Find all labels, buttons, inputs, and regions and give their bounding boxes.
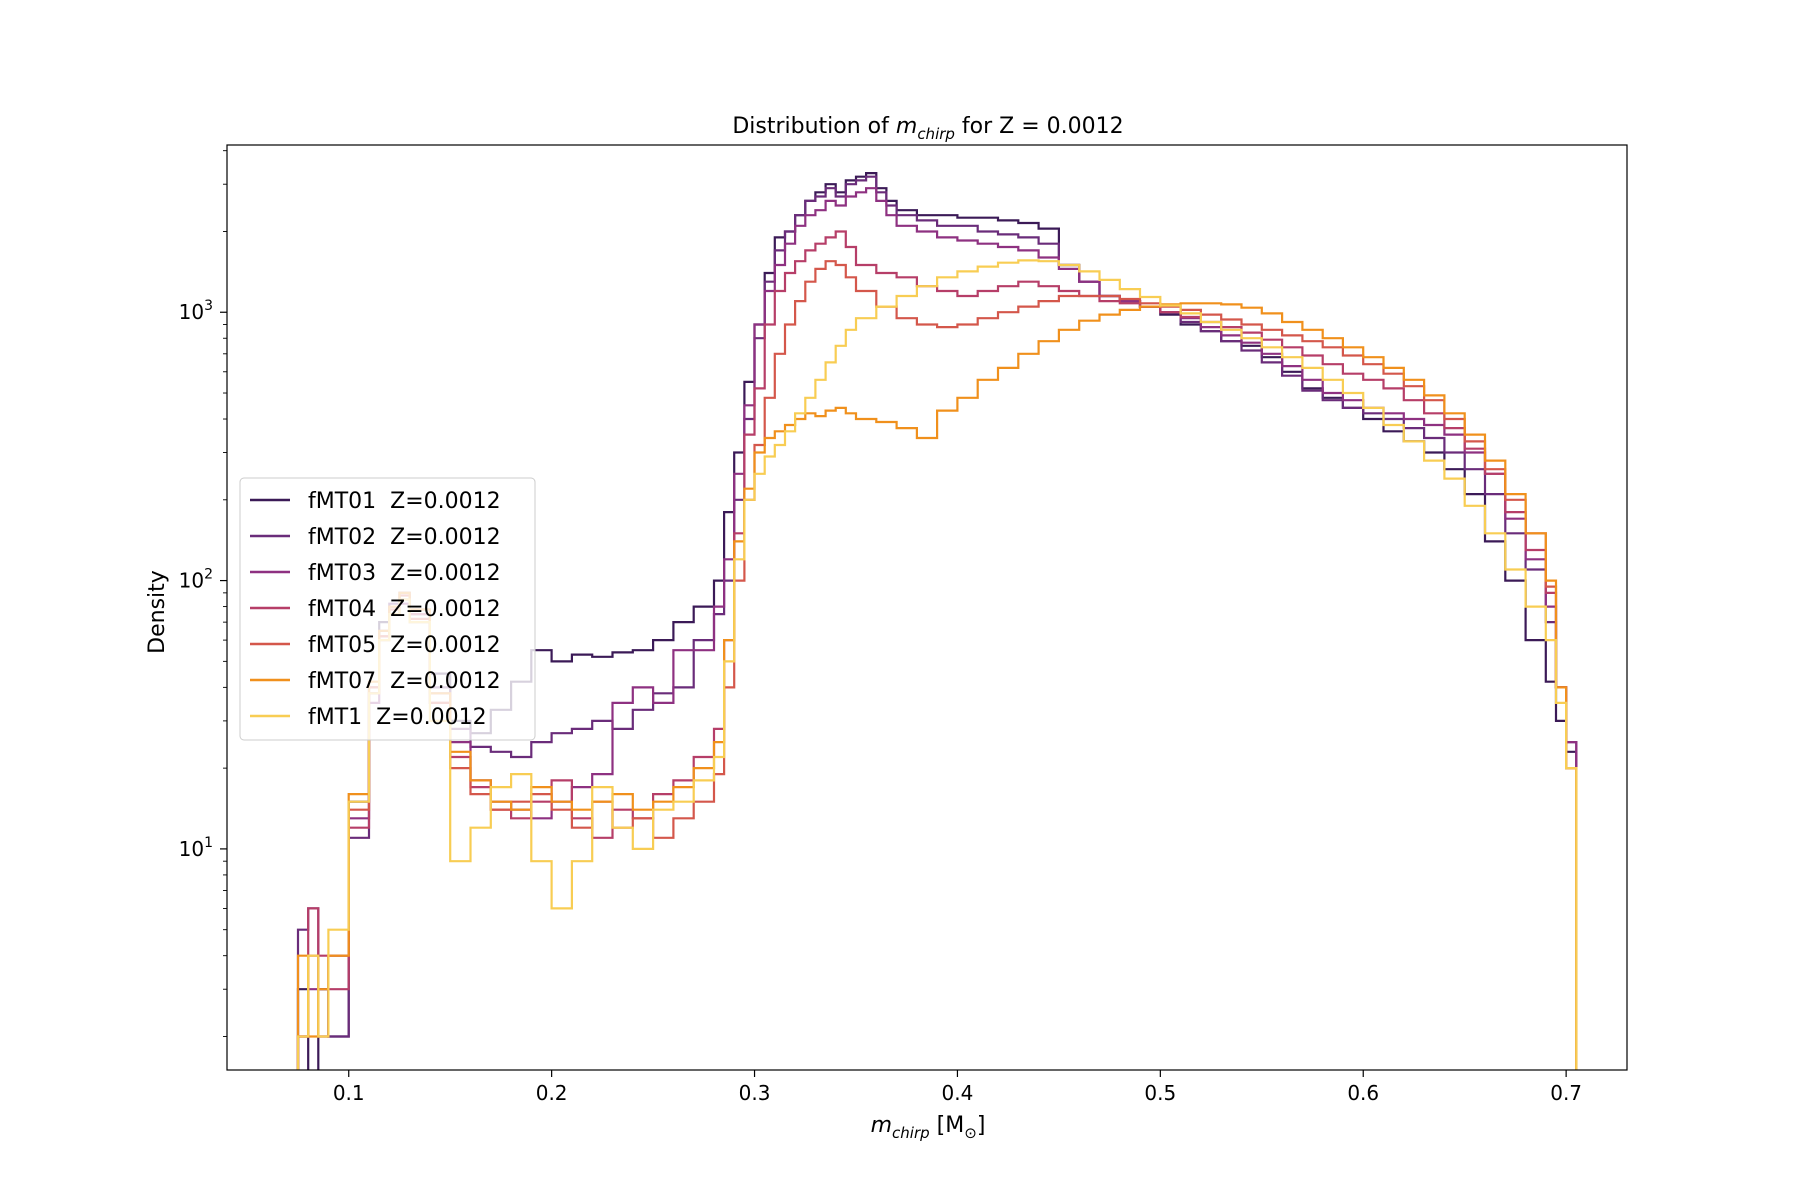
plot-frame [226,144,1628,1071]
series-line-5 [296,260,1578,1070]
legend: fMT01 Z=0.0012 fMT02 Z=0.0012 fMT03 Z=0.00… [239,477,536,741]
legend-box [239,477,536,741]
legend-label: fMT03 Z=0.0012 [308,561,501,586]
y-axis: 101 102 103 [179,150,227,1037]
x-tick-label: 0.2 [536,1081,568,1105]
series-line-7 [296,259,1578,1070]
series-line-4 [296,230,1578,1070]
x-axis: 0.1 0.2 0.3 0.4 0.5 0.6 0.7 [333,1070,1582,1105]
legend-label: fMT07 Z=0.0012 [308,669,501,694]
y-tick-label: 101 [179,835,213,861]
x-tick-label: 0.6 [1347,1081,1379,1105]
y-tick-label: 102 [179,567,213,593]
x-tick-label: 0.7 [1550,1081,1582,1105]
x-axis-label: mchirp [M⊙] [871,1113,986,1142]
legend-label: fMT02 Z=0.0012 [308,525,501,550]
series-line-3 [296,187,1578,1070]
y-tick-label: 103 [179,298,213,324]
x-tick-label: 0.3 [739,1081,771,1105]
legend-label: fMT1 Z=0.0012 [308,705,487,730]
legend-label: fMT05 Z=0.0012 [308,633,501,658]
x-tick-label: 0.5 [1144,1081,1176,1105]
chart-title: Distribution of mchirp for Z = 0.0012 [732,114,1123,143]
legend-label: fMT04 Z=0.0012 [308,597,501,622]
x-tick-label: 0.1 [333,1081,365,1105]
x-tick-label: 0.4 [942,1081,974,1105]
series-line-6 [296,302,1578,1070]
y-axis-label: Density [145,570,170,654]
legend-label: fMT01 Z=0.0012 [308,489,501,514]
